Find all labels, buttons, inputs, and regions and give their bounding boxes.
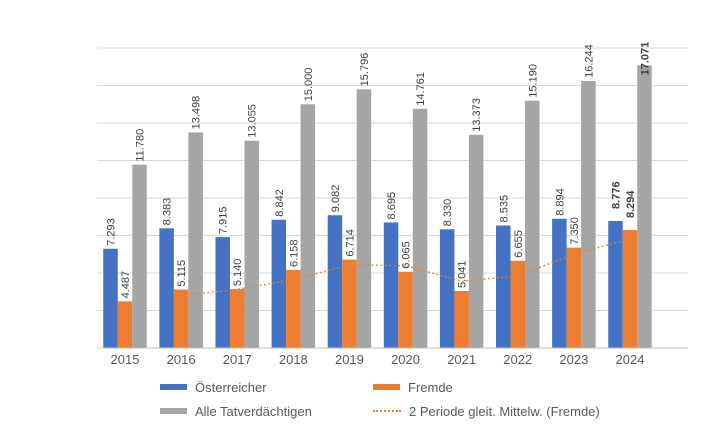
bar-Alle Tatverdächtigen-2018 [300, 104, 316, 348]
legend-label-fremde: Fremde [408, 379, 453, 395]
bar-Fremde-2020 [398, 271, 413, 348]
bar-Alle Tatverdächtigen-2019 [356, 89, 372, 348]
bar-label: 6.714 [344, 229, 356, 257]
bar-Fremde-2017 [229, 289, 245, 348]
legend-label-alle-tatverdaechtigen: Alle Tatverdächtigen [195, 403, 312, 419]
bar-label: 16.244 [583, 44, 595, 78]
bar-label: 15.190 [527, 64, 539, 98]
bar-Österreicher-2019 [327, 215, 343, 348]
bar-Fremde-2023 [566, 247, 582, 348]
bar-label: 8.695 [386, 192, 398, 220]
x-axis-label: 2019 [335, 352, 364, 367]
x-axis-label: 2022 [503, 352, 532, 367]
bar-label: 6.065 [401, 241, 413, 269]
bar-label: 14.761 [415, 72, 427, 106]
bar-Österreicher-2016 [159, 228, 174, 348]
bar-Fremde-2018 [286, 270, 301, 348]
legend-item-alle-tatverdaechtigen: Alle Tatverdächtigen [160, 403, 312, 419]
bar-Österreicher-2015 [103, 248, 118, 348]
trendline-moving-average [181, 238, 631, 297]
bar-Österreicher-2022 [496, 225, 511, 348]
bar-label: 7.293 [106, 218, 118, 246]
legend-label-oesterreicher: Österreicher [195, 379, 267, 395]
legend-item-oesterreicher: Österreicher [160, 379, 267, 395]
bar-Österreicher-2017 [215, 237, 230, 348]
bar-label: 7.915 [218, 207, 230, 235]
x-axis-label: 2020 [391, 352, 420, 367]
x-axis-label: 2021 [447, 352, 476, 367]
bar-label: 5.140 [232, 259, 244, 287]
legend-swatch-alle-tatverdaechtigen [160, 408, 187, 414]
bar-label: 8.535 [498, 195, 510, 223]
bar-label: 8.776 [610, 181, 622, 209]
bar-label: 6.655 [513, 230, 525, 258]
bar-label: 8.294 [625, 190, 637, 218]
bar-label: 8.894 [554, 188, 566, 216]
legend-swatch-oesterreicher [160, 384, 187, 390]
bar-label: 13.498 [191, 96, 203, 130]
bar-label: 7.350 [569, 217, 581, 245]
x-axis-label: 2017 [223, 352, 252, 367]
legend-trendline-marker-icon [373, 410, 401, 412]
x-axis-label: 2023 [559, 352, 588, 367]
bar-label: 13.055 [247, 104, 259, 138]
bar-Fremde-2022 [510, 260, 526, 348]
legend-item-fremde: Fremde [373, 379, 453, 395]
bar-label: 6.158 [288, 240, 300, 268]
bar-label: 9.082 [330, 185, 342, 213]
bar-Österreicher-2021 [439, 229, 455, 348]
bar-label: 5.115 [176, 260, 188, 287]
legend-item-trendline: 2 Periode gleit. Mittelw. (Fremde) [373, 403, 600, 419]
bar-Fremde-2016 [173, 289, 189, 348]
bar-label: 8.842 [274, 189, 286, 217]
bar-Fremde-2019 [342, 259, 357, 348]
bar-label: 13.373 [471, 98, 483, 132]
bar-label: 5.041 [457, 260, 469, 288]
bar-Österreicher-2023 [552, 218, 567, 348]
bar-label: 8.383 [162, 198, 174, 226]
legend-label-trendline: 2 Periode gleit. Mittelw. (Fremde) [409, 403, 600, 419]
bar-Alle Tatverdächtigen-2017 [244, 140, 259, 348]
x-axis-label: 2024 [616, 352, 645, 367]
bar-Fremde-2021 [454, 290, 469, 348]
bar-Alle Tatverdächtigen-2023 [581, 80, 596, 349]
x-axis-label: 2018 [279, 352, 308, 367]
bar-label: 15.796 [359, 53, 371, 87]
bar-label: 15.000 [303, 68, 315, 102]
legend-swatch-fremde [373, 384, 400, 390]
bar-Fremde-2024 [622, 229, 638, 348]
bar-Alle Tatverdächtigen-2024 [637, 65, 652, 348]
bar-Alle Tatverdächtigen-2015 [132, 164, 147, 348]
bar-Österreicher-2024 [608, 220, 623, 348]
bar-label: 17.071 [639, 42, 651, 76]
bar-Alle Tatverdächtigen-2021 [468, 134, 484, 348]
bar-Österreicher-2020 [383, 222, 399, 348]
bar-label: 11.780 [135, 129, 147, 162]
bar-Alle Tatverdächtigen-2020 [412, 108, 428, 348]
x-axis-label: 2015 [111, 352, 140, 367]
bar-Österreicher-2018 [271, 219, 287, 348]
bar-label: 8.330 [442, 199, 454, 227]
bar-Alle Tatverdächtigen-2016 [188, 132, 203, 348]
x-axis-label: 2016 [167, 352, 196, 367]
bar-Fremde-2015 [117, 301, 133, 348]
bar-label: 4.487 [120, 271, 132, 299]
bar-Alle Tatverdächtigen-2022 [525, 100, 540, 348]
